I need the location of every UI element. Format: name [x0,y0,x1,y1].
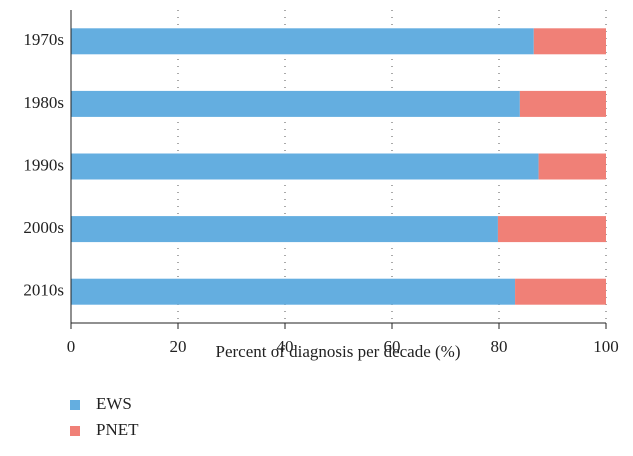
bar [71,153,539,180]
y-tick-label: 2000s [23,218,64,237]
bar [515,278,606,305]
x-tick-label: 40 [277,337,294,356]
y-tick-label: 1970s [23,30,64,49]
legend-swatch [70,426,80,436]
x-tick-label: 20 [170,337,187,356]
bar [71,28,534,55]
x-tick-label: 80 [491,337,508,356]
legend-swatch [70,400,80,410]
bar [71,90,520,117]
bar [519,90,606,117]
legend-label: PNET [96,420,139,439]
x-axis-label: Percent of diagnosis per decade (%) [216,342,461,361]
bar [71,278,516,305]
legend-label: EWS [96,394,132,413]
bar [71,216,498,243]
x-tick-label: 100 [593,337,619,356]
bar [533,28,606,55]
y-tick-label: 1990s [23,155,64,174]
y-tick-label: 1980s [23,93,64,112]
y-tick-label: 2010s [23,281,64,300]
x-tick-label: 60 [384,337,401,356]
bar [497,216,606,243]
x-tick-label: 0 [67,337,76,356]
bar [538,153,606,180]
